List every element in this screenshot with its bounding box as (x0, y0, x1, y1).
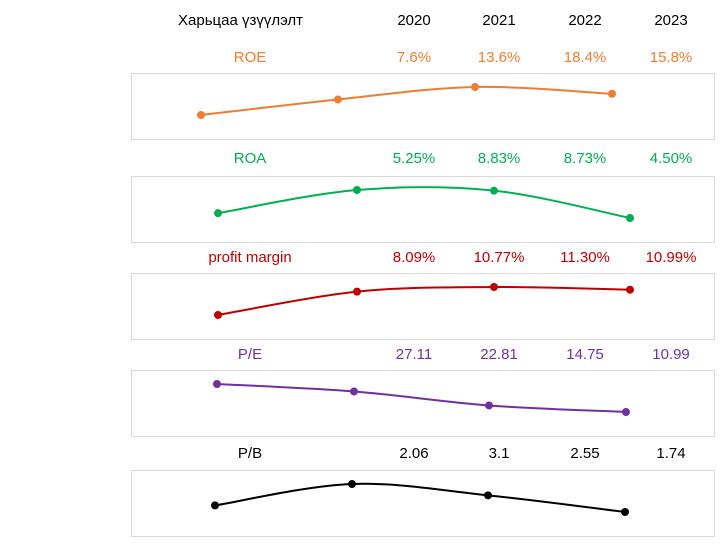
data-point-p-b-2023 (621, 508, 629, 516)
value-label-p-b-2023: 1.74 (656, 445, 686, 462)
data-point-p-e-2021 (350, 387, 358, 396)
data-point-roa-2022 (490, 186, 498, 195)
value-label-profit-margin-2023: 10.99% (645, 249, 697, 266)
header-label: Харьцаа үзүүлэлт (178, 12, 304, 29)
value-label-p-b-2021: 3.1 (488, 445, 510, 462)
value-label-roa-2021: 8.83% (477, 150, 521, 167)
value-label-roe-2021: 13.6% (477, 49, 521, 66)
series-line-roa (217, 186, 631, 219)
year-2023: 2023 (654, 12, 688, 29)
data-point-p-e-2023 (622, 408, 630, 416)
year-2021: 2021 (482, 12, 516, 29)
series-name-profit-margin: profit margin (208, 249, 292, 266)
data-point-roe-2022 (471, 83, 479, 91)
series-line-p-b (214, 482, 626, 513)
year-2022: 2022 (568, 12, 602, 29)
data-point-roe-2021 (334, 95, 342, 104)
data-point-profit-margin-2021 (353, 287, 361, 296)
panel-roa (131, 176, 715, 243)
value-label-p-e-2023: 10.99 (652, 346, 690, 363)
data-point-roe-2020 (197, 111, 205, 119)
series-line-roe (200, 85, 613, 116)
data-point-roe-2023 (608, 89, 616, 98)
data-point-p-e-2020 (213, 380, 221, 388)
series-name-roa: ROA (233, 150, 267, 167)
panel-roe (131, 73, 715, 140)
data-point-profit-margin-2023 (626, 285, 634, 294)
panel-p-e (131, 370, 715, 437)
value-label-roe-2022: 18.4% (563, 49, 607, 66)
year-2020: 2020 (397, 12, 431, 29)
panel-profit-margin (131, 273, 715, 340)
value-label-roa-2023: 4.50% (649, 150, 693, 167)
series-line-profit-margin (217, 285, 631, 316)
series-line-p-e (216, 383, 627, 413)
series-name-roe: ROE (233, 49, 267, 66)
data-point-p-e-2022 (485, 401, 493, 410)
value-label-roa-2022: 8.73% (563, 150, 607, 167)
data-point-p-b-2021 (348, 480, 356, 488)
data-point-profit-margin-2022 (490, 283, 498, 291)
data-point-p-b-2020 (211, 501, 219, 510)
series-name-p-b: P/B (237, 445, 263, 462)
value-label-p-e-2021: 22.81 (480, 346, 518, 363)
data-point-roa-2020 (214, 209, 222, 218)
value-label-profit-margin-2020: 8.09% (392, 249, 436, 266)
data-point-p-b-2022 (484, 491, 492, 500)
data-point-roa-2021 (353, 186, 361, 194)
value-label-p-e-2020: 27.11 (395, 346, 433, 363)
value-label-roa-2020: 5.25% (392, 150, 436, 167)
panel-p-b (131, 470, 715, 537)
value-label-profit-margin-2021: 10.77% (473, 249, 525, 266)
value-label-profit-margin-2022: 11.30% (560, 249, 610, 266)
value-label-p-b-2022: 2.55 (570, 445, 600, 462)
series-name-p-e: P/E (237, 346, 263, 363)
value-label-roe-2020: 7.6% (396, 49, 432, 66)
value-label-p-b-2020: 2.06 (399, 445, 429, 462)
value-label-roe-2023: 15.8% (649, 49, 693, 66)
data-point-roa-2023 (626, 214, 634, 222)
data-point-profit-margin-2020 (214, 311, 222, 319)
value-label-p-e-2022: 14.75 (566, 346, 604, 363)
